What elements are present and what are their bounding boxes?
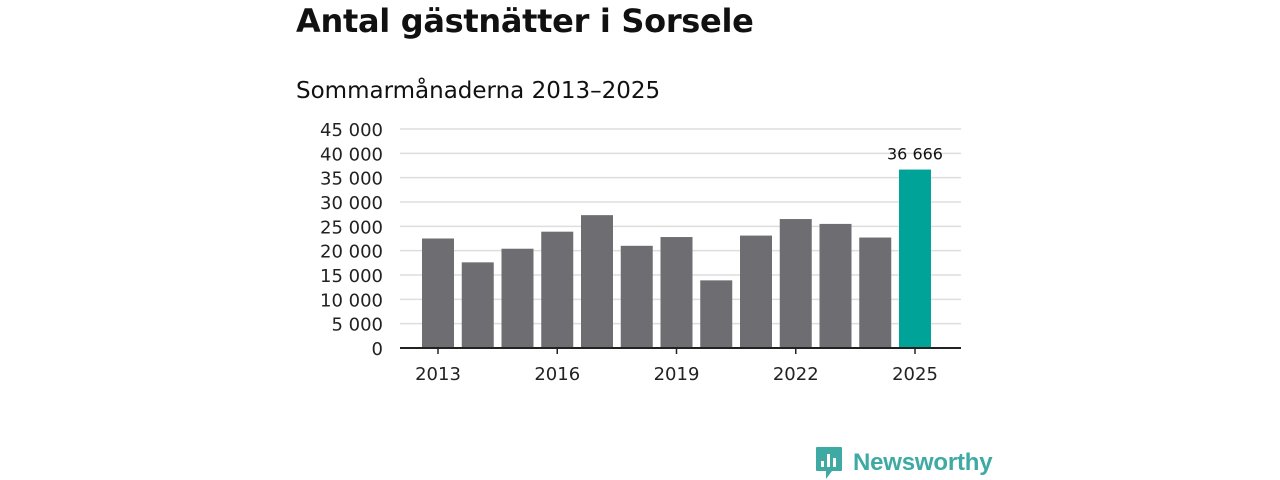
y-tick-label: 20 000 <box>320 242 383 263</box>
x-tick-label: 2013 <box>415 364 461 385</box>
bars <box>422 169 931 348</box>
x-tick-label: 2022 <box>773 364 819 385</box>
bar-2013 <box>422 238 454 348</box>
y-tick-label: 15 000 <box>320 266 383 287</box>
x-axis-labels: 2013 2016 2019 2022 2025 <box>415 364 938 385</box>
data-labels: 36 666 <box>887 145 943 164</box>
bar-2015 <box>501 248 534 348</box>
bar-2021 <box>740 235 772 348</box>
data-label: 36 666 <box>887 145 943 164</box>
y-tick-label: 0 <box>372 339 383 360</box>
y-tick-label: 10 000 <box>320 290 383 311</box>
x-axis-ticks <box>437 348 916 354</box>
y-tick-label: 45 000 <box>320 120 383 141</box>
bar-2020 <box>700 280 733 348</box>
chart-title: Antal gästnätter i Sorsele <box>296 2 754 40</box>
bar-2017 <box>581 215 613 348</box>
y-tick-label: 30 000 <box>320 193 383 214</box>
bar-2018 <box>620 245 653 348</box>
bar-2025 <box>899 169 931 348</box>
y-tick-label: 5 000 <box>331 315 383 336</box>
newsworthy-logo-icon <box>816 447 842 479</box>
brand-name: Newsworthy <box>853 449 993 476</box>
y-tick-label: 35 000 <box>320 169 383 190</box>
bar-2023 <box>819 223 852 348</box>
brand-logo: Newsworthy <box>815 446 993 480</box>
bar-2016 <box>541 231 574 348</box>
y-axis-labels: 0 5 000 10 000 15 000 20 000 25 000 30 000 35 0… <box>320 120 383 360</box>
x-tick-label: 2025 <box>892 364 938 385</box>
x-tick-label: 2016 <box>534 364 580 385</box>
y-tick-label: 25 000 <box>320 217 383 238</box>
bar-2014 <box>461 262 494 348</box>
y-tick-label: 40 000 <box>320 144 383 165</box>
x-tick-label: 2019 <box>654 364 700 385</box>
chart-subtitle: Sommarmånaderna 2013–2025 <box>296 78 661 104</box>
bar-2024 <box>859 237 892 348</box>
bar-2019 <box>660 237 693 348</box>
bar-2022 <box>779 219 812 348</box>
